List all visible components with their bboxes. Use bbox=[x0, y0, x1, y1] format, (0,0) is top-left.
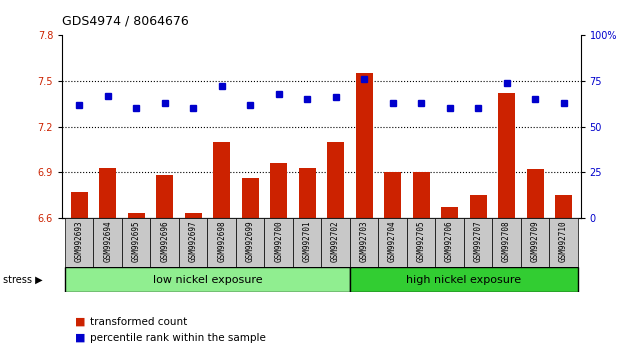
Bar bbox=[492, 218, 521, 267]
Bar bbox=[93, 218, 122, 267]
Bar bbox=[293, 218, 322, 267]
Text: GSM992695: GSM992695 bbox=[132, 221, 141, 262]
Text: GSM992693: GSM992693 bbox=[75, 221, 84, 262]
Text: GSM992699: GSM992699 bbox=[246, 221, 255, 262]
Text: ■: ■ bbox=[75, 317, 85, 327]
Bar bbox=[270, 163, 287, 218]
Bar bbox=[150, 218, 179, 267]
Bar bbox=[128, 213, 145, 218]
Bar bbox=[435, 218, 464, 267]
Bar bbox=[265, 218, 293, 267]
Text: GSM992698: GSM992698 bbox=[217, 221, 226, 262]
Bar bbox=[498, 93, 515, 218]
Bar bbox=[378, 218, 407, 267]
Text: ■: ■ bbox=[75, 333, 85, 343]
Text: GSM992709: GSM992709 bbox=[530, 221, 540, 262]
Text: GSM992697: GSM992697 bbox=[189, 221, 197, 262]
Bar bbox=[299, 167, 315, 218]
Text: percentile rank within the sample: percentile rank within the sample bbox=[90, 333, 266, 343]
Bar bbox=[350, 267, 578, 292]
Bar bbox=[327, 142, 344, 218]
Text: GSM992707: GSM992707 bbox=[474, 221, 483, 262]
Bar bbox=[384, 172, 401, 218]
Text: GSM992708: GSM992708 bbox=[502, 221, 511, 262]
Text: low nickel exposure: low nickel exposure bbox=[153, 275, 262, 285]
Text: high nickel exposure: high nickel exposure bbox=[406, 275, 522, 285]
Bar bbox=[527, 169, 543, 218]
Text: GSM992704: GSM992704 bbox=[388, 221, 397, 262]
Bar bbox=[521, 218, 550, 267]
Bar bbox=[550, 218, 578, 267]
Text: transformed count: transformed count bbox=[90, 317, 188, 327]
Bar bbox=[441, 207, 458, 218]
Text: stress ▶: stress ▶ bbox=[3, 275, 43, 285]
Bar bbox=[412, 172, 430, 218]
Bar bbox=[242, 178, 259, 218]
Text: GSM992701: GSM992701 bbox=[302, 221, 312, 262]
Bar bbox=[322, 218, 350, 267]
Bar bbox=[469, 195, 487, 218]
Bar bbox=[407, 218, 435, 267]
Text: GSM992700: GSM992700 bbox=[274, 221, 283, 262]
Bar bbox=[207, 218, 236, 267]
Bar bbox=[179, 218, 207, 267]
Text: GSM992706: GSM992706 bbox=[445, 221, 454, 262]
Bar bbox=[555, 195, 572, 218]
Bar bbox=[464, 218, 492, 267]
Text: GSM992710: GSM992710 bbox=[559, 221, 568, 262]
Text: GSM992696: GSM992696 bbox=[160, 221, 169, 262]
Text: GSM992703: GSM992703 bbox=[360, 221, 369, 262]
Bar bbox=[65, 267, 350, 292]
Bar bbox=[65, 218, 93, 267]
Text: GSM992705: GSM992705 bbox=[417, 221, 425, 262]
Bar bbox=[156, 175, 173, 218]
Bar bbox=[356, 73, 373, 218]
Bar bbox=[350, 218, 378, 267]
Bar bbox=[213, 142, 230, 218]
Bar bbox=[122, 218, 150, 267]
Bar bbox=[236, 218, 265, 267]
Bar bbox=[184, 213, 202, 218]
Bar bbox=[71, 192, 88, 218]
Text: GSM992694: GSM992694 bbox=[103, 221, 112, 262]
Text: GDS4974 / 8064676: GDS4974 / 8064676 bbox=[62, 14, 189, 27]
Bar bbox=[99, 167, 116, 218]
Text: GSM992702: GSM992702 bbox=[331, 221, 340, 262]
